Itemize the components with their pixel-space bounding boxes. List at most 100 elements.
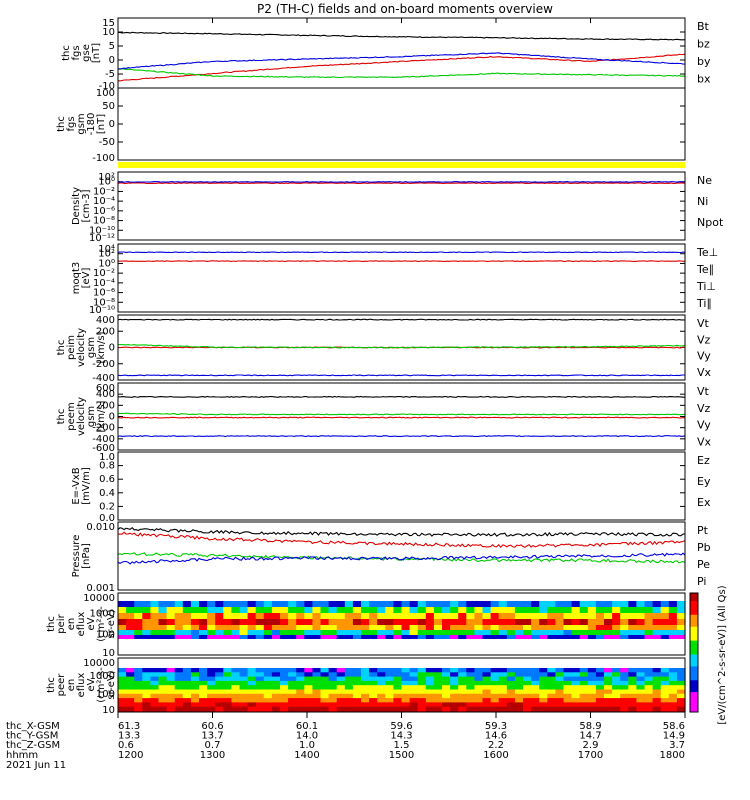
- xaxis-value: 59.3: [485, 721, 507, 732]
- spec-cell: [352, 630, 362, 635]
- xaxis-value: 59.6: [390, 721, 412, 732]
- spec-cell: [174, 672, 184, 678]
- spec-cell: [539, 685, 548, 691]
- spec-cell: [506, 680, 516, 686]
- colorbar-cell: [690, 612, 698, 616]
- spec-cell: [142, 698, 151, 703]
- ytick-label: 0.8: [99, 461, 115, 472]
- spec-cell: [174, 706, 184, 712]
- spec-cell: [555, 680, 565, 686]
- spec-cell: [361, 635, 370, 639]
- spec-cell: [571, 676, 581, 682]
- spec-cell: [158, 625, 168, 630]
- spec-cell: [425, 625, 435, 630]
- spec-cell: [604, 698, 613, 703]
- colorbar-cell: [690, 674, 698, 677]
- colorbar-cell: [690, 606, 698, 610]
- spec-cell: [450, 680, 459, 686]
- spec-cell: [442, 685, 451, 691]
- legend-Npot: Npot: [697, 216, 724, 229]
- spec-cell: [490, 668, 500, 673]
- spec-cell: [401, 619, 411, 625]
- ytick-label: -100: [92, 153, 115, 164]
- spec-cell: [263, 680, 273, 686]
- ytick-label: 1.0: [99, 452, 115, 463]
- spec-cell: [652, 668, 662, 673]
- xaxis-row-label: thc_Y-GSM: [6, 731, 58, 742]
- spec-cell: [604, 630, 613, 635]
- spec-cell: [620, 630, 629, 635]
- spec-cell: [612, 625, 621, 630]
- spec-cell: [531, 613, 540, 619]
- spec-cell: [579, 635, 589, 639]
- spec-cell: [296, 625, 305, 630]
- colorbar-cell: [690, 620, 698, 624]
- spec-cell: [304, 630, 313, 635]
- spec-cell: [636, 702, 646, 708]
- colorbar-cell: [690, 698, 698, 701]
- spec-cell: [352, 619, 362, 625]
- spec-cell: [466, 668, 475, 673]
- spec-cell: [458, 672, 467, 678]
- spec-cell: [506, 625, 516, 630]
- panel-frame: [117, 243, 686, 313]
- spec-cell: [450, 672, 459, 678]
- spec-cell: [134, 676, 143, 682]
- spec-cell: [126, 685, 135, 691]
- colorbar-frame: [689, 592, 699, 713]
- spec-cell: [636, 685, 646, 691]
- spec-cell: [409, 689, 419, 695]
- spec-cell: [636, 672, 646, 678]
- spec-cell: [190, 635, 200, 639]
- spec-cell: [636, 613, 646, 619]
- spec-cell: [174, 685, 184, 691]
- spec-cell: [636, 635, 646, 639]
- spec-cell: [150, 685, 160, 691]
- colorbar-cell: [690, 708, 698, 711]
- spec-cell: [458, 625, 467, 630]
- spec-cell: [247, 613, 257, 619]
- spec-cell: [280, 693, 289, 699]
- xaxis-value: 2.2: [488, 740, 504, 751]
- spec-cell: [676, 630, 686, 635]
- ytick-label: 10⁻⁴: [93, 278, 115, 289]
- spec-cell: [247, 693, 257, 699]
- spec-cell: [523, 680, 532, 686]
- spec-cell: [660, 601, 670, 607]
- spec-cell: [498, 676, 508, 682]
- spec-cell: [271, 672, 281, 678]
- spec-cell: [636, 680, 646, 686]
- spec-cell: [239, 635, 249, 639]
- spec-cell: [498, 680, 508, 686]
- spec-cell: [312, 613, 322, 619]
- spec-cell: [328, 698, 338, 703]
- ytick-label: -5: [105, 69, 115, 80]
- series-line-Pt: [117, 526, 686, 537]
- spec-cell: [361, 685, 370, 691]
- spec-cell: [182, 630, 192, 635]
- spec-cell: [417, 601, 427, 607]
- spec-cell: [482, 635, 492, 639]
- xaxis-value: 0.6: [118, 740, 134, 751]
- spec-cell: [466, 706, 475, 712]
- spec-cell: [320, 601, 330, 607]
- spec-cell: [498, 630, 508, 635]
- spec-cell: [239, 698, 249, 703]
- spec-cell: [498, 698, 508, 703]
- spec-cell: [450, 630, 459, 635]
- spec-cell: [498, 702, 508, 708]
- spec-cell: [409, 601, 419, 607]
- spec-cell: [595, 689, 605, 695]
- spec-cell: [247, 630, 257, 635]
- spec-cell: [134, 619, 143, 625]
- spec-cell: [215, 685, 224, 691]
- spec-cell: [271, 613, 281, 619]
- spec-cell: [506, 702, 516, 708]
- spec-cell: [280, 630, 289, 635]
- spec-cell: [320, 630, 330, 635]
- spec-cell: [182, 698, 192, 703]
- series-line-Vz: [117, 416, 686, 419]
- spec-cell: [409, 680, 419, 686]
- spec-cell: [620, 613, 629, 619]
- spec-cell: [255, 601, 265, 607]
